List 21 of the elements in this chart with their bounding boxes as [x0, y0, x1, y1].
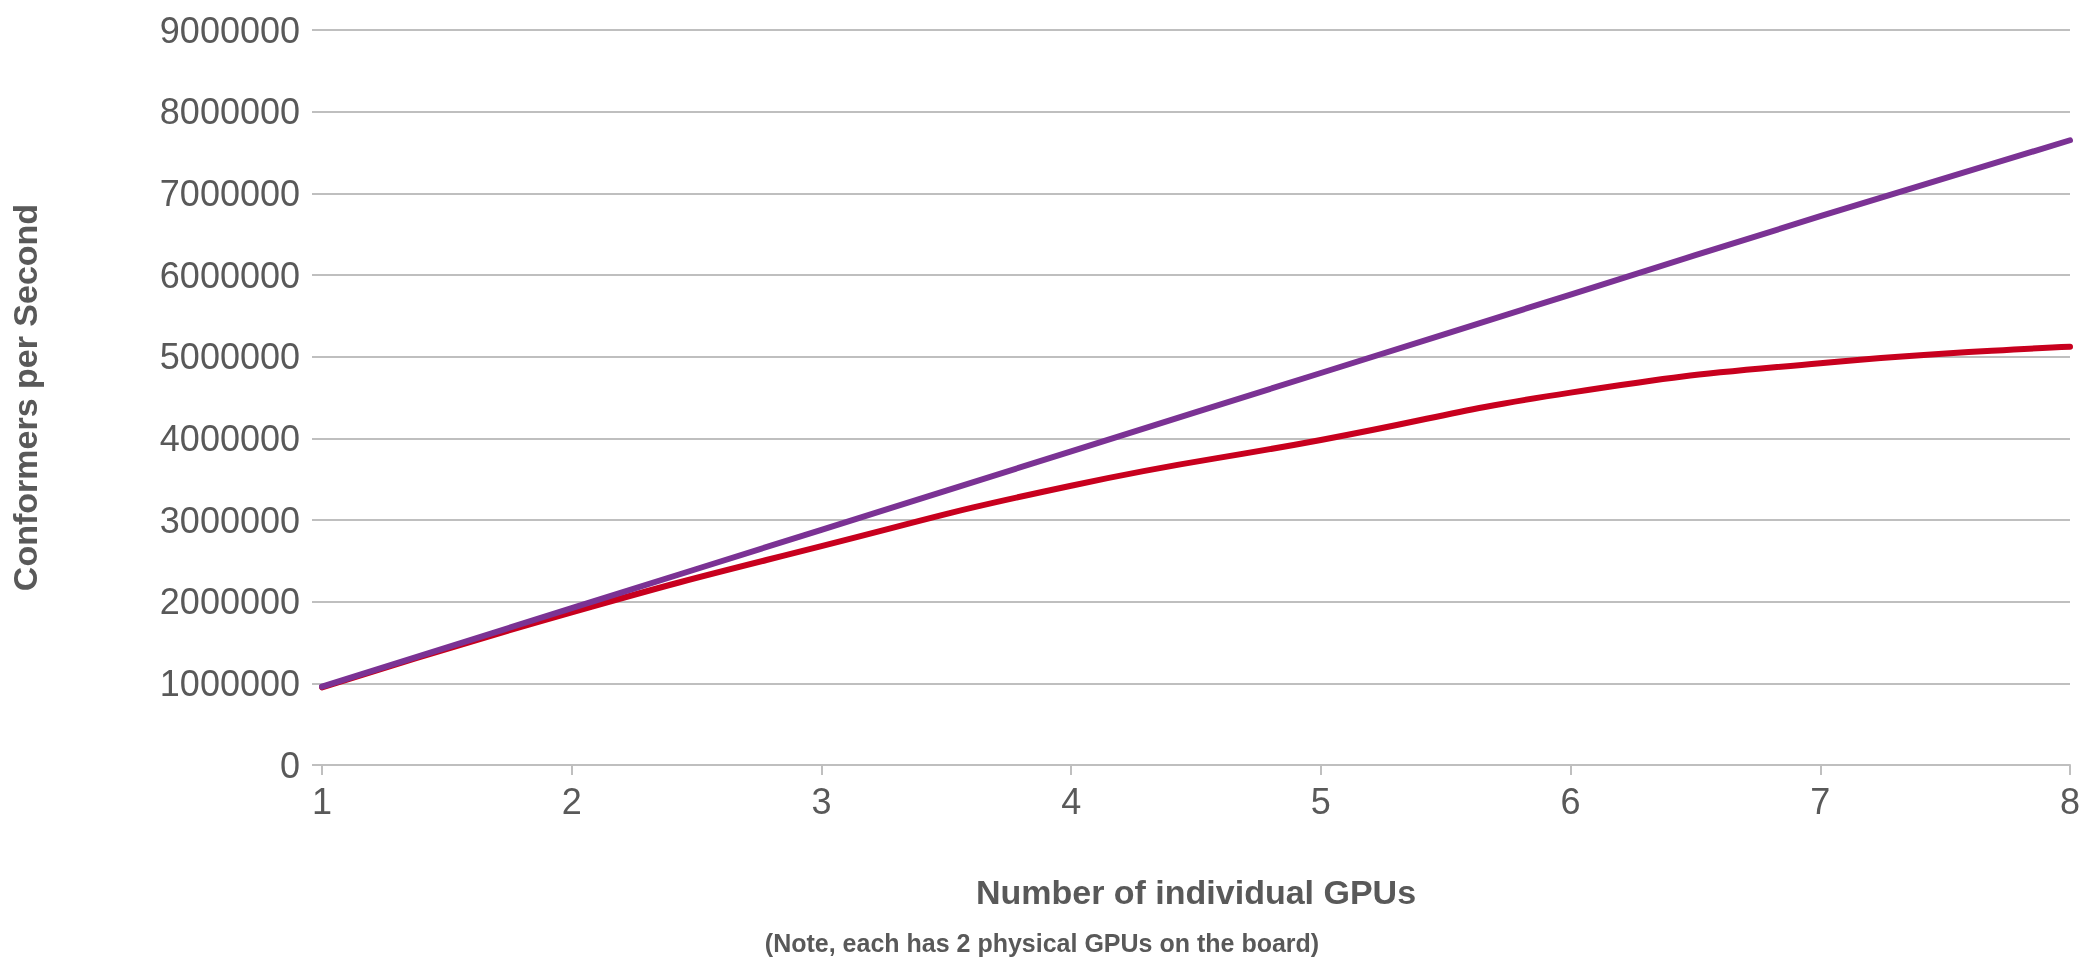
y-tick-label: 5000000 [159, 336, 300, 378]
y-tick-label: 6000000 [159, 254, 300, 296]
y-tick-label: 4000000 [159, 417, 300, 459]
x-tick-label: 5 [1310, 780, 1331, 822]
x-tick-label: 3 [811, 780, 832, 822]
text: (Note, each has 2 physical GPUs on the board) [764, 928, 1320, 957]
y-tick-label: 0 [279, 744, 300, 786]
y-tick-label: 9000000 [159, 9, 300, 51]
y-axis-title: Conformers per Second [6, 203, 44, 592]
x-tick-label: 2 [561, 780, 582, 822]
x-tick-label: 4 [1061, 780, 1082, 822]
x-tick-label: 7 [1810, 780, 1831, 822]
y-tick-label: 3000000 [159, 499, 300, 541]
y-tick-label: 2000000 [159, 581, 300, 623]
x-axis-title: Number of individual GPUs [975, 873, 1417, 911]
y-tick-label: 7000000 [159, 172, 300, 214]
x-tick-label: 6 [1560, 780, 1581, 822]
x-tick-label: 1 [311, 780, 333, 822]
x-tick-label: 8 [2059, 780, 2081, 822]
y-tick-label: 8000000 [159, 91, 300, 133]
y-tick-label: 1000000 [159, 662, 300, 704]
